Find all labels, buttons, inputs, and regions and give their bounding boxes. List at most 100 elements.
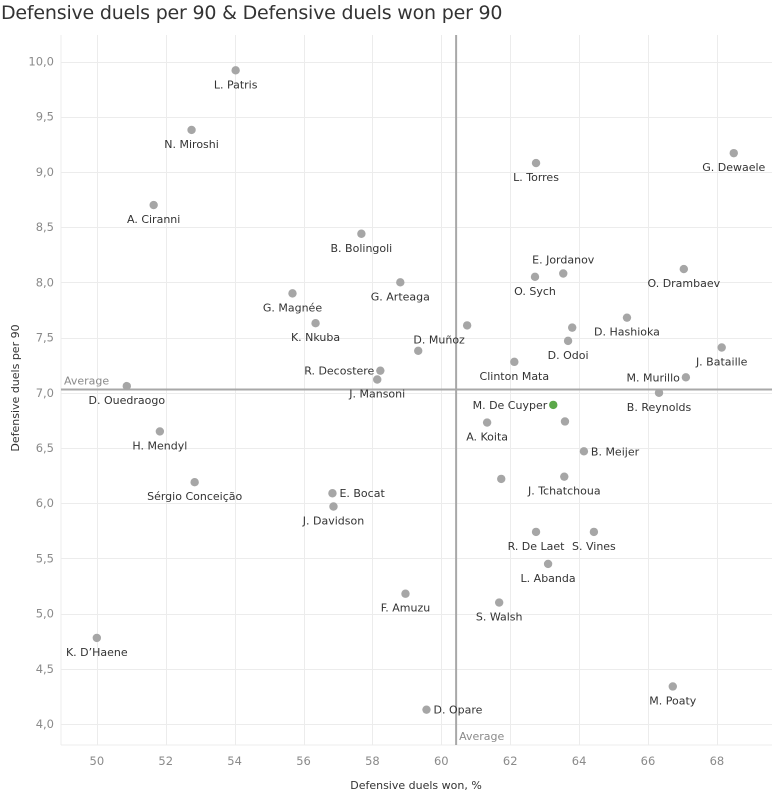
data-point[interactable] bbox=[396, 278, 405, 287]
data-point[interactable] bbox=[622, 313, 632, 322]
data-point[interactable] bbox=[531, 158, 541, 168]
data-point[interactable] bbox=[357, 229, 366, 238]
y-tick-label: 10,0 bbox=[28, 55, 54, 69]
y-axis-title: Defensive duels per 90 bbox=[9, 324, 22, 451]
x-tick-label: 54 bbox=[227, 754, 242, 768]
data-point[interactable] bbox=[560, 472, 569, 481]
data-point[interactable] bbox=[92, 633, 102, 643]
data-point[interactable] bbox=[155, 427, 165, 436]
point-label: D. Muñoz bbox=[413, 333, 465, 346]
point-label: G. Magnée bbox=[263, 301, 322, 314]
y-tick-label: 9,0 bbox=[36, 165, 54, 179]
data-point[interactable] bbox=[329, 502, 338, 511]
y-tick-label: 7,5 bbox=[36, 331, 54, 345]
data-point[interactable] bbox=[311, 318, 320, 328]
y-tick-label: 4,0 bbox=[36, 717, 54, 731]
data-point[interactable] bbox=[543, 559, 553, 569]
point-label: M. Murillo bbox=[627, 371, 681, 384]
point-label: K. D’Haene bbox=[66, 646, 128, 659]
data-point[interactable] bbox=[288, 289, 297, 298]
data-point[interactable] bbox=[149, 200, 158, 210]
data-point[interactable] bbox=[231, 66, 240, 75]
x-tick-label: 68 bbox=[710, 754, 725, 768]
x-tick-label: 62 bbox=[503, 754, 518, 768]
point-label: L. Patris bbox=[214, 78, 258, 91]
data-point[interactable] bbox=[531, 527, 541, 537]
data-point[interactable] bbox=[729, 148, 738, 158]
data-point[interactable] bbox=[422, 705, 431, 714]
x-tick-label: 52 bbox=[158, 754, 173, 768]
y-tick-label: 4,5 bbox=[36, 662, 54, 676]
y-tick-label: 6,0 bbox=[36, 496, 54, 510]
point-label: F. Amuzu bbox=[381, 602, 431, 615]
point-label: H. Mendyl bbox=[132, 439, 187, 452]
data-point[interactable] bbox=[560, 417, 570, 426]
point-label: R. De Laet bbox=[508, 540, 566, 553]
data-point[interactable] bbox=[401, 589, 410, 598]
data-point[interactable] bbox=[579, 447, 589, 456]
data-point[interactable] bbox=[482, 418, 492, 427]
point-label: M. De Cuyper bbox=[473, 399, 548, 412]
point-label: S. Walsh bbox=[476, 611, 523, 624]
y-tick-label: 5,0 bbox=[36, 607, 54, 621]
point-label: E. Bocat bbox=[339, 487, 385, 500]
point-label: E. Jordanov bbox=[532, 254, 595, 267]
highlighted-data-point[interactable] bbox=[549, 400, 558, 410]
y-tick-label: 9,5 bbox=[36, 110, 54, 124]
x-tick-label: 66 bbox=[641, 754, 656, 768]
data-point[interactable] bbox=[589, 527, 599, 537]
data-point[interactable] bbox=[122, 381, 131, 391]
point-label: J. Bataille bbox=[695, 355, 748, 368]
data-point[interactable] bbox=[187, 125, 196, 135]
x-tick-label: 56 bbox=[296, 754, 311, 768]
data-point[interactable] bbox=[679, 264, 689, 274]
data-point[interactable] bbox=[494, 598, 504, 607]
data-point[interactable] bbox=[559, 269, 568, 278]
data-point[interactable] bbox=[563, 336, 573, 346]
point-label: B. Bolingoli bbox=[331, 242, 393, 255]
data-point[interactable] bbox=[497, 474, 506, 484]
point-label: J. Tchatchoua bbox=[527, 485, 601, 498]
point-label: D. Ouedraogo bbox=[89, 394, 166, 407]
data-point[interactable] bbox=[190, 478, 199, 487]
point-label: J. Mansoni bbox=[348, 388, 405, 401]
data-point[interactable] bbox=[462, 321, 472, 330]
point-label: M. Poaty bbox=[649, 694, 697, 707]
y-average-label: Average bbox=[64, 374, 109, 387]
point-label: O. Drambaev bbox=[647, 277, 720, 290]
point-label: B. Meijer bbox=[591, 445, 640, 458]
point-label: D. Opare bbox=[433, 704, 482, 717]
point-label: G. Dewaele bbox=[702, 161, 765, 174]
data-point[interactable] bbox=[530, 272, 540, 282]
data-points bbox=[92, 66, 738, 714]
x-tick-label: 64 bbox=[572, 754, 587, 768]
x-axis-title: Defensive duels won, % bbox=[350, 779, 482, 792]
data-point[interactable] bbox=[328, 489, 337, 498]
data-point[interactable] bbox=[510, 357, 519, 367]
y-tick-label: 7,0 bbox=[36, 386, 54, 400]
x-axis-ticks: 50 52 54 56 58 60 62 64 66 68 bbox=[90, 754, 725, 768]
x-tick-label: 60 bbox=[434, 754, 449, 768]
y-tick-label: 8,0 bbox=[36, 275, 54, 289]
data-point[interactable] bbox=[717, 343, 726, 352]
average-reference-lines: Average Average bbox=[61, 35, 772, 745]
point-label: D. Hashioka bbox=[594, 326, 660, 339]
y-axis-ticks: 4,0 4,5 5,0 5,5 6,0 6,5 7,0 7,5 8,0 8,5 9,0 9,5 10,0 bbox=[28, 55, 54, 732]
point-label: L. Torres bbox=[513, 171, 559, 184]
point-label: K. Nkuba bbox=[291, 331, 340, 344]
point-label: A. Ciranni bbox=[127, 213, 180, 226]
data-point[interactable] bbox=[376, 366, 385, 375]
data-point[interactable] bbox=[373, 375, 382, 384]
data-point[interactable] bbox=[414, 346, 423, 356]
point-label: N. Miroshi bbox=[164, 138, 219, 151]
point-label: S. Vines bbox=[572, 540, 616, 553]
data-point[interactable] bbox=[654, 388, 664, 397]
point-label: J. Davidson bbox=[302, 514, 364, 527]
data-point[interactable] bbox=[568, 323, 577, 332]
data-point[interactable] bbox=[681, 373, 691, 382]
data-point[interactable] bbox=[668, 682, 677, 691]
y-tick-label: 8,5 bbox=[36, 220, 54, 234]
point-label: Sérgio Conceição bbox=[147, 490, 242, 503]
x-tick-label: 58 bbox=[365, 754, 380, 768]
